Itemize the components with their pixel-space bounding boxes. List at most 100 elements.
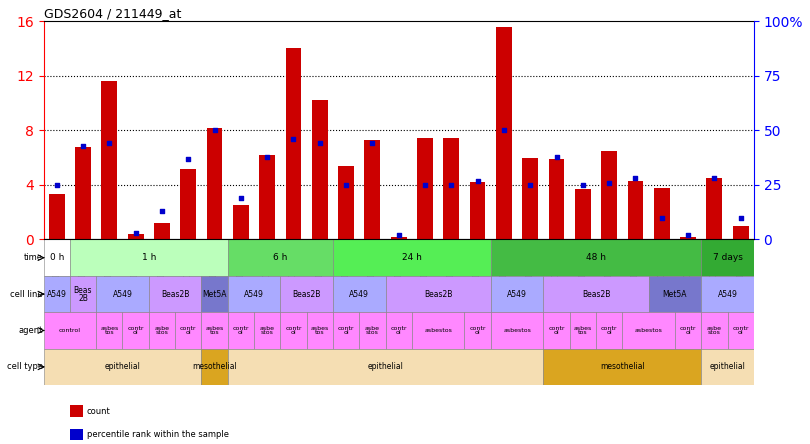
Text: contr
ol: contr ol (180, 326, 197, 335)
Bar (181, 169, 196, 239)
Bar (386, 312, 411, 349)
Bar (259, 155, 275, 239)
Bar (464, 312, 491, 349)
Text: A549: A549 (507, 289, 527, 299)
Text: Beas2B: Beas2B (582, 289, 610, 299)
Point (524, 181, 537, 188)
Bar (701, 312, 727, 349)
Text: time: time (24, 253, 43, 262)
Bar (359, 312, 386, 349)
Bar (75, 147, 91, 239)
Point (681, 232, 694, 239)
Bar (411, 312, 464, 349)
Point (603, 179, 616, 186)
Text: A549: A549 (113, 289, 132, 299)
Point (313, 140, 326, 147)
Bar (149, 312, 175, 349)
Point (76, 142, 89, 149)
Bar (544, 349, 701, 385)
Point (392, 232, 405, 239)
Text: Beas2B: Beas2B (161, 289, 190, 299)
Bar (228, 276, 280, 312)
Text: agent: agent (19, 326, 43, 335)
Point (471, 177, 484, 184)
Bar (491, 239, 701, 276)
Point (208, 127, 221, 134)
Text: contr
ol: contr ol (127, 326, 144, 335)
Text: Beas2B: Beas2B (292, 289, 321, 299)
Bar (701, 276, 754, 312)
Text: cell type: cell type (6, 362, 43, 371)
Point (129, 230, 142, 237)
Text: asbes
tos: asbes tos (206, 326, 224, 335)
Bar (44, 312, 96, 349)
Bar (122, 312, 149, 349)
Bar (333, 312, 359, 349)
Bar (569, 312, 596, 349)
Text: asbe
stos: asbe stos (364, 326, 380, 335)
Bar (628, 181, 643, 239)
Text: epithelial: epithelial (710, 362, 745, 371)
Text: asbestos: asbestos (635, 328, 663, 333)
Point (629, 175, 642, 182)
Text: contr
ol: contr ol (232, 326, 249, 335)
Bar (417, 139, 433, 239)
Text: A549: A549 (718, 289, 737, 299)
Point (50, 181, 63, 188)
Text: control: control (59, 328, 81, 333)
Bar (44, 276, 70, 312)
Point (655, 214, 668, 221)
Bar (280, 312, 307, 349)
Text: 6 h: 6 h (273, 253, 288, 262)
Text: cell line: cell line (11, 289, 43, 299)
Bar (701, 349, 754, 385)
Text: Beas2B: Beas2B (424, 289, 452, 299)
Text: epithelial: epithelial (104, 362, 140, 371)
Text: 7 days: 7 days (713, 253, 743, 262)
Point (734, 214, 747, 221)
Bar (286, 48, 301, 239)
Text: Met5A: Met5A (663, 289, 687, 299)
Bar (101, 81, 117, 239)
Text: asbes
tos: asbes tos (100, 326, 118, 335)
Text: asbestos: asbestos (503, 328, 531, 333)
Bar (548, 159, 565, 239)
Text: contr
ol: contr ol (732, 326, 749, 335)
Point (550, 153, 563, 160)
Point (497, 127, 510, 134)
Text: percentile rank within the sample: percentile rank within the sample (87, 430, 229, 439)
Point (708, 175, 721, 182)
Bar (154, 223, 170, 239)
Bar (733, 226, 748, 239)
Point (366, 140, 379, 147)
Bar (544, 312, 569, 349)
Bar (228, 312, 254, 349)
Text: asbe
stos: asbe stos (707, 326, 722, 335)
Bar (575, 189, 590, 239)
Text: contr
ol: contr ol (548, 326, 565, 335)
Bar (202, 276, 228, 312)
Bar (149, 276, 202, 312)
Bar (96, 312, 122, 349)
Bar (522, 158, 538, 239)
Text: 0 h: 0 h (49, 253, 64, 262)
Text: asbestos: asbestos (424, 328, 452, 333)
Bar (596, 312, 622, 349)
Bar (70, 429, 83, 440)
Text: 48 h: 48 h (586, 253, 606, 262)
Bar (649, 276, 701, 312)
Text: Met5A: Met5A (202, 289, 227, 299)
Bar (202, 312, 228, 349)
Bar (312, 100, 328, 239)
Text: contr
ol: contr ol (285, 326, 301, 335)
Text: Beas
2B: Beas 2B (74, 285, 92, 302)
Bar (128, 234, 143, 239)
Text: asbe
stos: asbe stos (155, 326, 169, 335)
Bar (680, 237, 696, 239)
Point (234, 194, 247, 202)
Text: contr
ol: contr ol (601, 326, 617, 335)
Point (419, 181, 432, 188)
Text: 24 h: 24 h (402, 253, 422, 262)
Text: epithelial: epithelial (368, 362, 403, 371)
Text: A549: A549 (47, 289, 66, 299)
